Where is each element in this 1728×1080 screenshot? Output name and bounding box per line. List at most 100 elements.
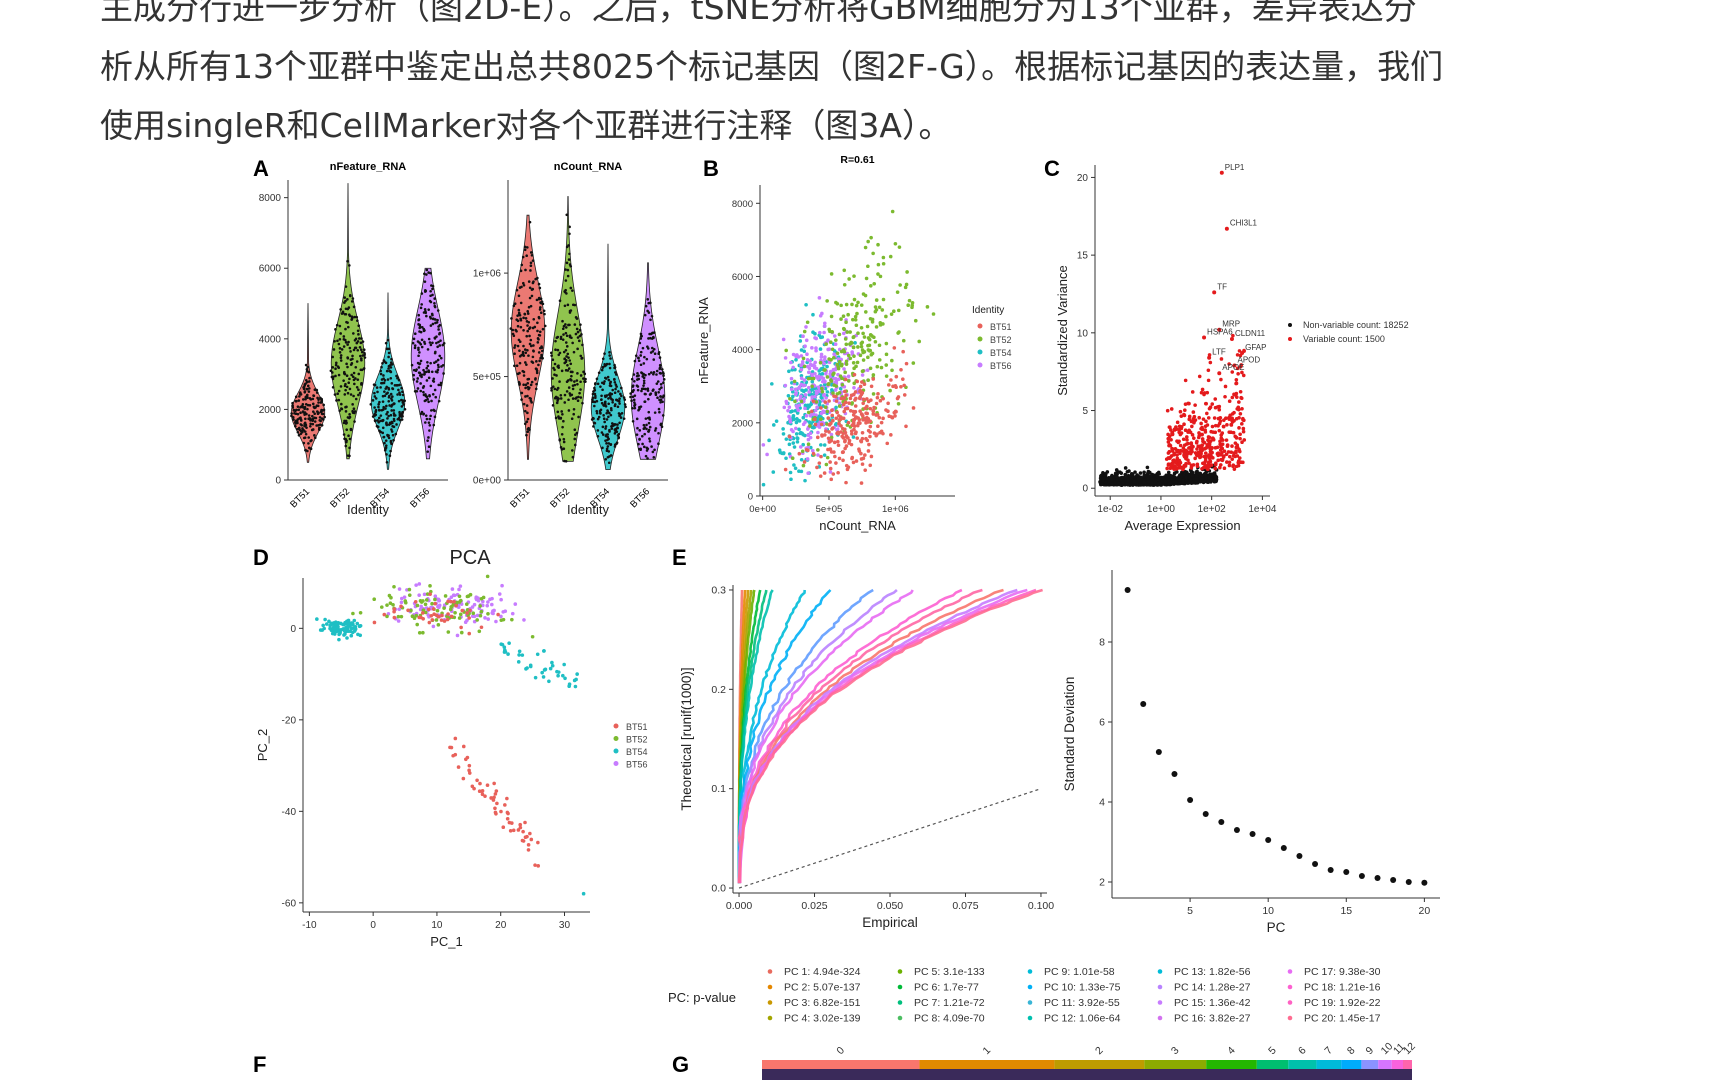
jitter-point — [297, 433, 301, 437]
jitter-point — [423, 342, 427, 345]
point-BT51 — [853, 390, 858, 394]
jitter-point — [305, 426, 308, 429]
point-BT56 — [396, 619, 401, 623]
jitter-point — [646, 457, 649, 460]
point-BT54 — [517, 649, 522, 654]
point-variable — [1187, 461, 1191, 465]
pc-curve — [737, 589, 914, 884]
jitter-point — [528, 296, 532, 300]
jitter-point — [351, 357, 354, 361]
jitter-point — [339, 356, 343, 360]
legend-label: BT56 — [626, 760, 648, 770]
point-BT56 — [399, 600, 404, 605]
y-tick-label: 10 — [1077, 328, 1089, 339]
jitter-point — [563, 361, 567, 365]
jitter-point — [351, 354, 354, 358]
jitter-point — [609, 396, 612, 399]
jitter-point — [524, 351, 528, 355]
point-non-variable — [1194, 477, 1199, 481]
jitter-point — [302, 429, 306, 432]
jitter-point — [344, 327, 347, 331]
point-variable — [1242, 438, 1247, 442]
point-BT56 — [799, 363, 803, 368]
jitter-point — [555, 374, 558, 377]
point-BT51 — [817, 461, 822, 465]
jitter-point — [646, 389, 650, 392]
jitter-point — [515, 364, 519, 368]
jitter-point — [603, 420, 606, 424]
point-variable — [1233, 393, 1238, 397]
y-tick-label: 0.3 — [711, 584, 726, 596]
jitter-point — [575, 327, 579, 331]
jitter-point — [601, 388, 604, 392]
jitter-point — [359, 341, 363, 345]
jitter-point — [422, 412, 425, 416]
elbow-point — [1218, 819, 1225, 825]
point-variable — [1219, 433, 1224, 437]
legend-swatch-BT54 — [613, 748, 619, 754]
legend-label: Non-variable count: 18252 — [1303, 320, 1409, 330]
jitter-point — [593, 386, 596, 390]
jitter-point — [414, 369, 418, 373]
point-BT56 — [822, 361, 826, 366]
point-variable — [1189, 466, 1194, 470]
jitter-point — [531, 361, 535, 364]
point-BT52 — [837, 359, 842, 364]
jitter-point — [595, 409, 599, 413]
point-variable — [1182, 413, 1187, 418]
y-tick-label: -20 — [282, 715, 297, 726]
point-variable — [1200, 432, 1204, 437]
point-BT51 — [844, 444, 849, 448]
point-non-variable — [1114, 468, 1119, 472]
point-non-variable — [1190, 474, 1195, 478]
jitter-point — [389, 376, 393, 380]
jitter-point — [347, 306, 351, 309]
point-BT51 — [842, 409, 847, 414]
point-BT52 — [850, 341, 854, 345]
point-variable — [1183, 408, 1187, 412]
point-variable — [1230, 395, 1235, 400]
jitter-point — [312, 394, 316, 398]
point-BT56 — [791, 352, 796, 357]
jitter-point — [309, 425, 312, 428]
jitter-point — [395, 374, 398, 378]
jitter-point — [567, 258, 571, 261]
jitter-point — [583, 380, 586, 383]
jitter-point — [418, 351, 421, 354]
point-BT51 — [848, 408, 853, 413]
jitter-point — [351, 403, 354, 406]
jitter-point — [355, 360, 359, 363]
jitter-point — [314, 416, 318, 420]
point-BT52 — [478, 613, 483, 618]
jitter-point — [529, 264, 533, 268]
jitter-point — [428, 341, 432, 344]
point-variable — [1198, 448, 1203, 452]
jitter-point — [442, 341, 446, 345]
point-variable — [1175, 427, 1179, 432]
point-BT52 — [358, 610, 363, 615]
jitter-point — [615, 430, 619, 434]
point-BT52 — [861, 331, 865, 336]
point-variable — [1181, 465, 1185, 470]
point-BT54 — [804, 302, 808, 307]
legend-swatch — [1287, 984, 1293, 990]
point-variable — [1225, 443, 1230, 447]
jitter-point — [661, 400, 664, 404]
x-tick-label: 20 — [1419, 905, 1431, 917]
y-tick-label: 0e+00 — [473, 476, 502, 487]
point-BT51 — [860, 390, 864, 395]
jitter-point — [426, 450, 430, 453]
jitter-point — [532, 344, 535, 347]
point-BT54 — [801, 432, 805, 437]
jitter-point — [360, 337, 363, 340]
jitter-point — [372, 383, 376, 386]
point-BT52 — [858, 353, 863, 358]
point-non-variable — [1187, 480, 1192, 485]
point-variable — [1206, 467, 1210, 472]
point-BT56 — [485, 603, 490, 608]
point-BT56 — [814, 346, 818, 350]
jitter-point — [550, 354, 553, 357]
jitter-point — [526, 411, 529, 415]
jitter-point — [403, 408, 407, 411]
point-BT52 — [848, 356, 853, 361]
